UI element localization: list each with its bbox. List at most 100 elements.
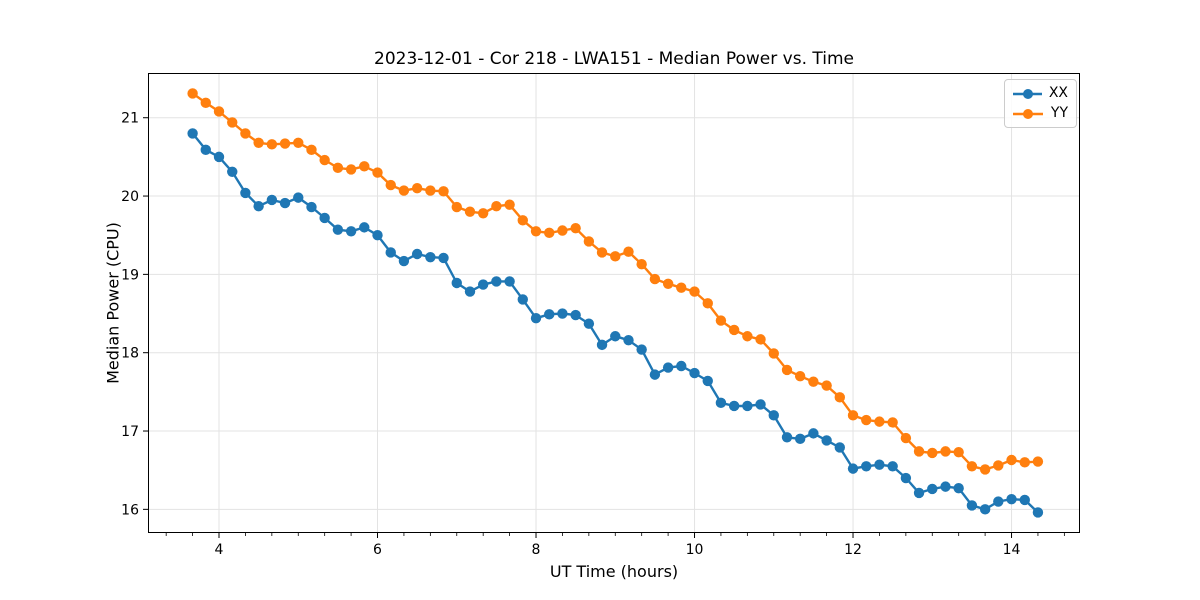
data-point-YY <box>398 185 410 196</box>
data-point-YY <box>781 364 793 376</box>
data-point-YY <box>253 137 264 148</box>
data-point-XX <box>266 194 278 206</box>
data-point-XX <box>557 308 568 319</box>
data-point-XX <box>411 248 423 260</box>
data-point-XX <box>808 428 819 439</box>
data-point-XX <box>491 276 502 287</box>
data-point-YY <box>596 247 608 258</box>
data-point-YY <box>227 117 238 128</box>
data-point-XX <box>623 334 634 346</box>
data-point-XX <box>887 461 898 472</box>
data-point-XX <box>821 435 832 446</box>
y-tick-label: 20 <box>121 189 139 205</box>
data-point-YY <box>940 446 951 457</box>
data-point-YY <box>676 282 687 293</box>
legend-marker-icon <box>1013 108 1043 119</box>
data-point-XX <box>993 496 1004 507</box>
data-point-XX <box>900 472 912 484</box>
data-point-YY <box>689 286 700 297</box>
data-point-YY <box>200 97 211 109</box>
data-point-YY <box>425 185 436 196</box>
data-point-YY <box>794 370 806 382</box>
data-point-XX <box>676 360 687 372</box>
data-point-YY <box>1019 457 1030 468</box>
data-point-YY <box>557 225 568 236</box>
data-point-YY <box>913 446 925 457</box>
data-point-YY <box>240 128 251 139</box>
data-point-YY <box>755 334 766 345</box>
data-point-YY <box>411 183 423 194</box>
data-point-XX <box>834 442 845 453</box>
data-point-YY <box>477 208 489 219</box>
data-point-YY <box>1032 456 1044 467</box>
legend-entry-XX: XX <box>1012 85 1068 102</box>
data-point-YY <box>385 179 396 191</box>
data-point-XX <box>517 294 528 305</box>
data-point-XX <box>451 277 462 289</box>
chart-title: 2023-12-01 - Cor 218 - LWA151 - Median P… <box>374 49 854 69</box>
y-tick-label: 16 <box>121 502 139 518</box>
data-point-XX <box>689 367 700 379</box>
data-point-XX <box>715 397 727 409</box>
data-point-XX <box>385 247 396 258</box>
data-point-YY <box>438 186 449 197</box>
data-point-YY <box>662 278 674 289</box>
data-point-XX <box>332 224 344 235</box>
data-point-YY <box>993 460 1004 471</box>
data-point-XX <box>372 230 383 241</box>
data-point-YY <box>728 324 740 336</box>
x-tick-label: 12 <box>844 542 862 558</box>
data-point-YY <box>451 201 462 213</box>
data-point-XX <box>279 197 291 209</box>
data-point-XX <box>966 500 978 511</box>
data-point-YY <box>979 464 991 475</box>
data-point-YY <box>966 461 978 472</box>
data-point-YY <box>623 246 634 257</box>
data-point-XX <box>979 504 991 515</box>
series-line-XX <box>191 132 1040 514</box>
data-point-XX <box>200 144 211 156</box>
data-point-YY <box>847 410 859 421</box>
data-point-XX <box>544 309 555 320</box>
data-point-XX <box>398 255 410 267</box>
x-tick-label: 4 <box>215 542 224 558</box>
data-point-YY <box>887 417 898 428</box>
data-point-XX <box>570 309 581 321</box>
data-point-YY <box>834 392 845 403</box>
data-point-XX <box>213 151 225 163</box>
data-point-XX <box>504 276 515 287</box>
data-point-XX <box>662 362 674 373</box>
data-point-XX <box>1032 507 1044 518</box>
data-point-YY <box>808 376 819 387</box>
axes-frame <box>148 73 1080 533</box>
data-point-XX <box>768 410 779 421</box>
x-axis-label: UT Time (hours) <box>549 562 679 581</box>
data-point-YY <box>279 138 291 149</box>
data-point-XX <box>728 400 740 412</box>
data-point-YY <box>544 227 555 239</box>
legend-marker-icon <box>1013 88 1042 99</box>
data-point-XX <box>913 487 925 499</box>
data-point-XX <box>794 433 806 445</box>
data-point-YY <box>491 201 502 212</box>
series-line-YY <box>191 92 1040 471</box>
data-point-YY <box>1006 454 1017 466</box>
data-point-XX <box>781 432 793 443</box>
data-point-XX <box>953 482 964 494</box>
data-point-XX <box>293 192 304 203</box>
data-point-XX <box>649 369 661 380</box>
y-tick-label: 19 <box>121 267 139 283</box>
data-point-XX <box>187 128 198 139</box>
y-tick-label: 21 <box>121 111 139 127</box>
data-point-XX <box>359 222 370 233</box>
y-tick-label: 18 <box>121 346 139 362</box>
data-point-XX <box>530 313 542 324</box>
data-point-YY <box>372 167 383 178</box>
x-tick-label: 10 <box>686 542 704 558</box>
data-point-XX <box>940 481 951 492</box>
data-point-YY <box>187 88 198 99</box>
x-tick-label: 14 <box>1003 542 1021 558</box>
data-point-XX <box>227 166 238 177</box>
data-point-YY <box>610 251 621 262</box>
